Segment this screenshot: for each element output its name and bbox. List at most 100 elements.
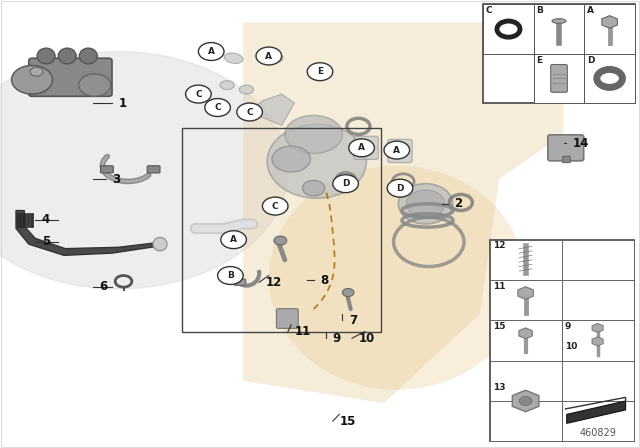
Bar [27,213,29,227]
Text: C: C [246,108,253,116]
Bar [490,240,634,441]
Ellipse shape [303,181,325,196]
Bar [182,128,381,332]
Circle shape [387,179,413,197]
Circle shape [198,43,224,60]
Text: D: D [396,184,404,193]
Circle shape [384,141,410,159]
Bar [24,213,26,227]
Bar [584,4,635,54]
Text: A: A [394,146,400,155]
Text: 10: 10 [358,332,374,345]
Circle shape [502,25,515,34]
Text: C: C [195,90,202,99]
FancyBboxPatch shape [548,135,584,161]
FancyBboxPatch shape [354,136,378,159]
Ellipse shape [239,85,253,94]
Bar [490,320,562,361]
Ellipse shape [153,237,167,251]
Text: A: A [230,235,237,244]
Ellipse shape [37,48,55,64]
Text: 3: 3 [112,172,120,186]
Text: 10: 10 [565,342,577,352]
Bar [490,240,562,280]
Ellipse shape [314,65,326,74]
Text: 1: 1 [118,96,127,110]
Ellipse shape [285,116,342,154]
Bar [30,213,33,227]
Circle shape [205,99,230,116]
Circle shape [0,52,288,289]
Text: C: C [486,6,492,15]
Ellipse shape [398,184,453,224]
Text: 9: 9 [565,322,571,331]
Circle shape [221,231,246,249]
FancyBboxPatch shape [29,58,112,96]
Bar [483,4,534,54]
Bar [534,4,584,54]
Ellipse shape [272,146,310,172]
Bar [490,361,562,401]
Bar [534,54,584,103]
Bar [562,320,634,361]
Ellipse shape [58,48,76,64]
Text: D: D [342,179,349,188]
Text: C: C [214,103,221,112]
Text: 15: 15 [339,414,356,428]
Bar [490,401,562,441]
Circle shape [274,236,287,245]
Bar [17,213,20,227]
Text: 8: 8 [320,273,328,287]
Text: 12: 12 [493,241,506,250]
Ellipse shape [79,48,97,64]
Circle shape [307,63,333,81]
Circle shape [349,139,374,157]
FancyBboxPatch shape [147,166,160,173]
Text: 13: 13 [493,383,506,392]
Ellipse shape [224,53,243,64]
Text: 4: 4 [42,213,50,226]
Ellipse shape [406,190,445,218]
Text: 2: 2 [454,197,463,211]
Text: 7: 7 [349,314,357,327]
Text: E: E [317,67,323,76]
Text: 460829: 460829 [580,428,617,438]
Ellipse shape [79,74,111,96]
FancyBboxPatch shape [100,166,113,173]
Circle shape [237,103,262,121]
Ellipse shape [268,54,283,63]
Text: 6: 6 [99,280,108,293]
Circle shape [256,47,282,65]
Text: 9: 9 [333,332,341,345]
Text: A: A [587,6,594,15]
Text: 11: 11 [294,325,310,338]
Circle shape [262,197,288,215]
Bar [562,240,634,280]
Text: E: E [536,56,543,65]
Bar [562,361,634,401]
Polygon shape [16,211,163,255]
Circle shape [218,267,243,284]
Polygon shape [243,22,563,403]
Ellipse shape [552,19,566,23]
Text: 14: 14 [573,137,589,150]
Text: 15: 15 [493,322,506,331]
Text: 11: 11 [493,282,506,291]
Circle shape [604,74,616,83]
Text: D: D [587,56,595,65]
Text: 5: 5 [42,235,50,249]
Ellipse shape [269,166,525,390]
FancyBboxPatch shape [550,65,568,92]
Polygon shape [250,94,294,125]
Text: A: A [266,52,272,60]
Ellipse shape [268,125,367,198]
Text: B: B [536,6,543,15]
Text: 12: 12 [266,276,282,289]
Text: A: A [358,143,365,152]
Circle shape [342,289,354,297]
FancyBboxPatch shape [276,309,298,328]
Bar [562,401,634,441]
Bar [490,280,562,320]
Text: C: C [272,202,278,211]
Circle shape [186,85,211,103]
